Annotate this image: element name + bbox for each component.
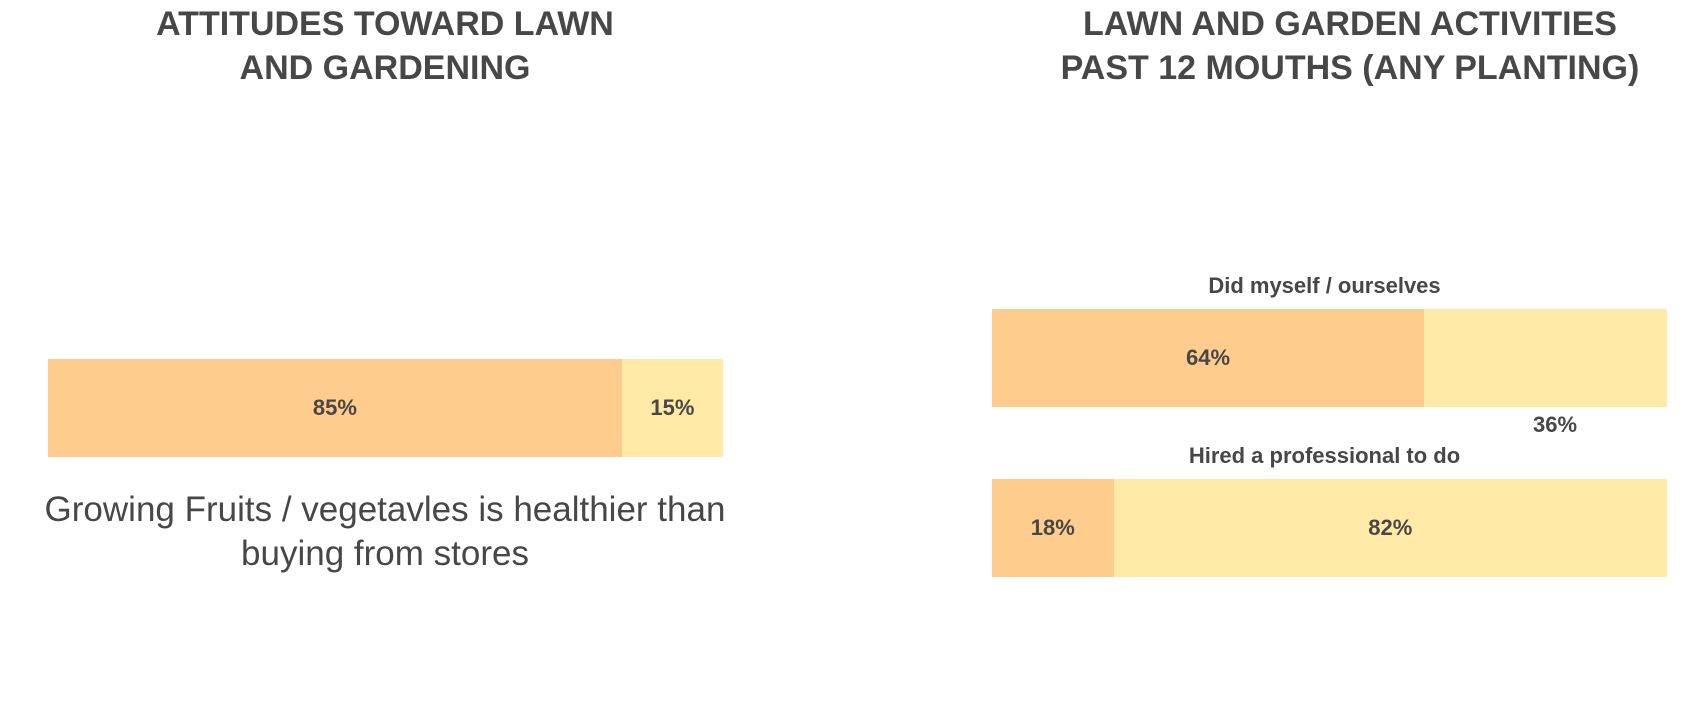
row-label-did-myself: Did myself / ourselves <box>1208 273 1441 298</box>
left-bar-segment-agree: 85% <box>48 359 622 457</box>
left-bar-label-other: 15% <box>650 395 695 420</box>
did-myself-segment-no <box>1424 309 1667 407</box>
left-bar-segment-other: 15% <box>621 359 723 457</box>
hired-professional-label-yes: 18% <box>1030 515 1075 540</box>
did-myself-segment-yes: 64% <box>992 309 1424 407</box>
hired-professional-label-no: 82% <box>1368 515 1413 540</box>
hired-professional-segment-yes: 18% <box>992 479 1114 577</box>
did-myself-stacked-bar: 64% <box>992 309 1667 407</box>
right-chart-title: LAWN AND GARDEN ACTIVITIES PAST 12 MOUTH… <box>1060 5 1640 87</box>
hired-professional-segment-no: 82% <box>1113 479 1667 577</box>
left-stacked-bar: 85% 15% <box>48 359 723 457</box>
row-label-hired-professional: Hired a professional to do <box>1188 443 1461 468</box>
did-myself-label-yes: 64% <box>1185 345 1231 370</box>
left-chart-title: ATTITUDES TOWARD LAWN AND GARDENING <box>156 5 614 87</box>
left-bar-label-agree: 85% <box>312 395 357 420</box>
hired-professional-stacked-bar: 18% 82% <box>992 479 1667 577</box>
left-bar-caption: Growing Fruits / vegetavles is healthier… <box>44 490 726 573</box>
did-myself-label-no: 36% <box>1532 412 1578 437</box>
